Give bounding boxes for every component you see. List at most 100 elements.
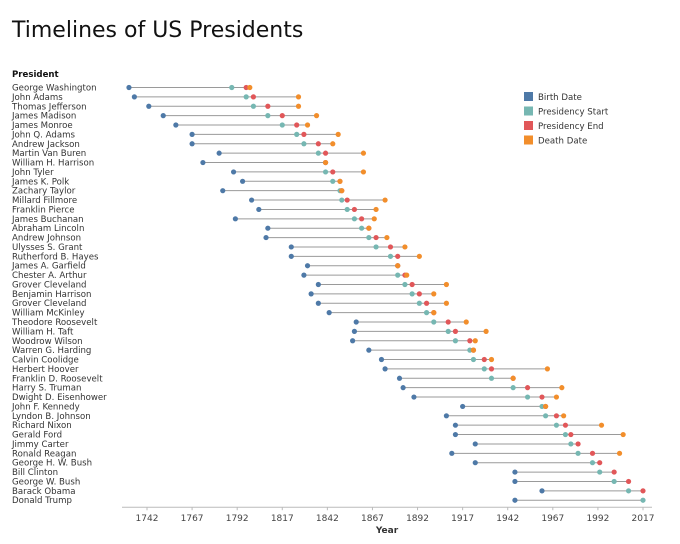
death-dot[interactable]: [402, 244, 408, 250]
end-dot[interactable]: [373, 234, 379, 241]
birth-dot[interactable]: [146, 103, 152, 109]
start-dot[interactable]: [431, 319, 437, 325]
death-dot[interactable]: [488, 356, 495, 363]
death-dot[interactable]: [404, 272, 410, 278]
end-dot[interactable]: [423, 300, 430, 306]
end-dot[interactable]: [539, 394, 545, 400]
end-dot[interactable]: [611, 469, 617, 475]
death-dot[interactable]: [373, 206, 379, 213]
start-dot[interactable]: [510, 385, 516, 391]
death-dot[interactable]: [431, 291, 437, 297]
end-dot[interactable]: [568, 431, 574, 438]
birth-dot[interactable]: [452, 431, 459, 438]
death-dot[interactable]: [339, 188, 345, 194]
start-dot[interactable]: [359, 225, 365, 231]
birth-dot[interactable]: [288, 253, 294, 259]
death-dot[interactable]: [337, 178, 343, 184]
birth-dot[interactable]: [326, 310, 332, 316]
birth-dot[interactable]: [189, 141, 195, 147]
end-dot[interactable]: [481, 356, 487, 363]
start-dot[interactable]: [575, 450, 581, 456]
start-dot[interactable]: [625, 488, 632, 494]
end-dot[interactable]: [243, 84, 249, 91]
birth-dot[interactable]: [400, 385, 406, 391]
death-dot[interactable]: [366, 225, 372, 231]
death-dot[interactable]: [384, 234, 390, 241]
birth-dot[interactable]: [131, 94, 137, 100]
birth-dot[interactable]: [315, 300, 321, 306]
death-dot[interactable]: [295, 94, 302, 100]
birth-dot[interactable]: [472, 441, 478, 447]
start-dot[interactable]: [330, 178, 336, 184]
start-dot[interactable]: [568, 441, 574, 447]
birth-dot[interactable]: [350, 338, 356, 344]
end-dot[interactable]: [322, 150, 329, 156]
end-dot[interactable]: [452, 328, 459, 334]
birth-dot[interactable]: [232, 216, 238, 222]
start-dot[interactable]: [366, 234, 372, 241]
death-dot[interactable]: [330, 141, 336, 147]
start-dot[interactable]: [301, 141, 307, 147]
end-dot[interactable]: [553, 413, 560, 419]
end-dot[interactable]: [467, 338, 473, 344]
death-dot[interactable]: [443, 281, 450, 288]
death-dot[interactable]: [598, 422, 605, 428]
death-dot[interactable]: [559, 385, 565, 391]
death-dot[interactable]: [313, 113, 320, 119]
end-dot[interactable]: [265, 103, 271, 109]
legend-item-death[interactable]: Death Date: [524, 135, 587, 147]
death-dot[interactable]: [443, 300, 450, 306]
birth-dot[interactable]: [256, 206, 262, 213]
end-dot[interactable]: [575, 441, 581, 447]
start-dot[interactable]: [553, 422, 560, 428]
death-dot[interactable]: [395, 263, 401, 269]
end-dot[interactable]: [416, 291, 422, 297]
start-dot[interactable]: [243, 94, 249, 100]
end-dot[interactable]: [625, 478, 632, 485]
birth-dot[interactable]: [173, 122, 179, 128]
end-dot[interactable]: [315, 141, 321, 147]
end-dot[interactable]: [640, 488, 646, 494]
start-dot[interactable]: [250, 103, 257, 109]
death-dot[interactable]: [416, 253, 422, 259]
start-dot[interactable]: [315, 150, 321, 156]
start-dot[interactable]: [543, 413, 549, 419]
start-dot[interactable]: [416, 300, 422, 306]
end-dot[interactable]: [330, 169, 336, 175]
death-dot[interactable]: [561, 413, 567, 419]
end-dot[interactable]: [488, 366, 495, 372]
death-dot[interactable]: [304, 122, 311, 128]
start-dot[interactable]: [265, 113, 271, 119]
death-dot[interactable]: [472, 338, 478, 344]
end-dot[interactable]: [445, 319, 451, 325]
end-dot[interactable]: [250, 94, 257, 100]
end-dot[interactable]: [359, 216, 365, 222]
birth-dot[interactable]: [216, 150, 222, 156]
end-dot[interactable]: [589, 450, 596, 456]
birth-dot[interactable]: [382, 366, 388, 372]
start-dot[interactable]: [395, 272, 401, 278]
death-dot[interactable]: [295, 103, 302, 109]
end-dot[interactable]: [351, 206, 358, 213]
death-dot[interactable]: [247, 84, 253, 91]
birth-dot[interactable]: [301, 272, 307, 278]
start-dot[interactable]: [597, 469, 603, 475]
birth-dot[interactable]: [220, 188, 226, 194]
start-dot[interactable]: [351, 216, 358, 222]
start-dot[interactable]: [402, 281, 408, 288]
death-dot[interactable]: [382, 197, 388, 203]
death-dot[interactable]: [371, 216, 377, 222]
start-dot[interactable]: [373, 244, 379, 250]
birth-dot[interactable]: [411, 394, 417, 400]
start-dot[interactable]: [467, 347, 473, 353]
birth-dot[interactable]: [230, 169, 237, 175]
end-dot[interactable]: [387, 244, 394, 250]
birth-dot[interactable]: [265, 225, 271, 231]
birth-dot[interactable]: [460, 403, 466, 410]
birth-dot[interactable]: [351, 328, 358, 334]
birth-dot[interactable]: [288, 244, 294, 250]
death-dot[interactable]: [463, 319, 469, 325]
birth-dot[interactable]: [304, 263, 311, 269]
birth-dot[interactable]: [239, 178, 246, 184]
legend[interactable]: Birth Date Presidency Start Presidency End…: [524, 92, 609, 147]
